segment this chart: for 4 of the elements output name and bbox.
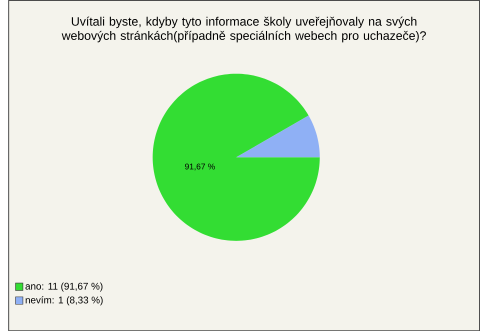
chart-title: Uvítali byste, kdyby tyto informace školy uveřejňovaly na svých webových stránkách(případně speciálních webech pro uchazeče)?	[62, 16, 426, 42]
legend-label: nevím: 1 (8,33 %)	[26, 296, 103, 306]
data-label: 91,67 %	[185, 163, 215, 170]
legend-label: ano: 11 (91,67 %)	[25, 282, 102, 292]
